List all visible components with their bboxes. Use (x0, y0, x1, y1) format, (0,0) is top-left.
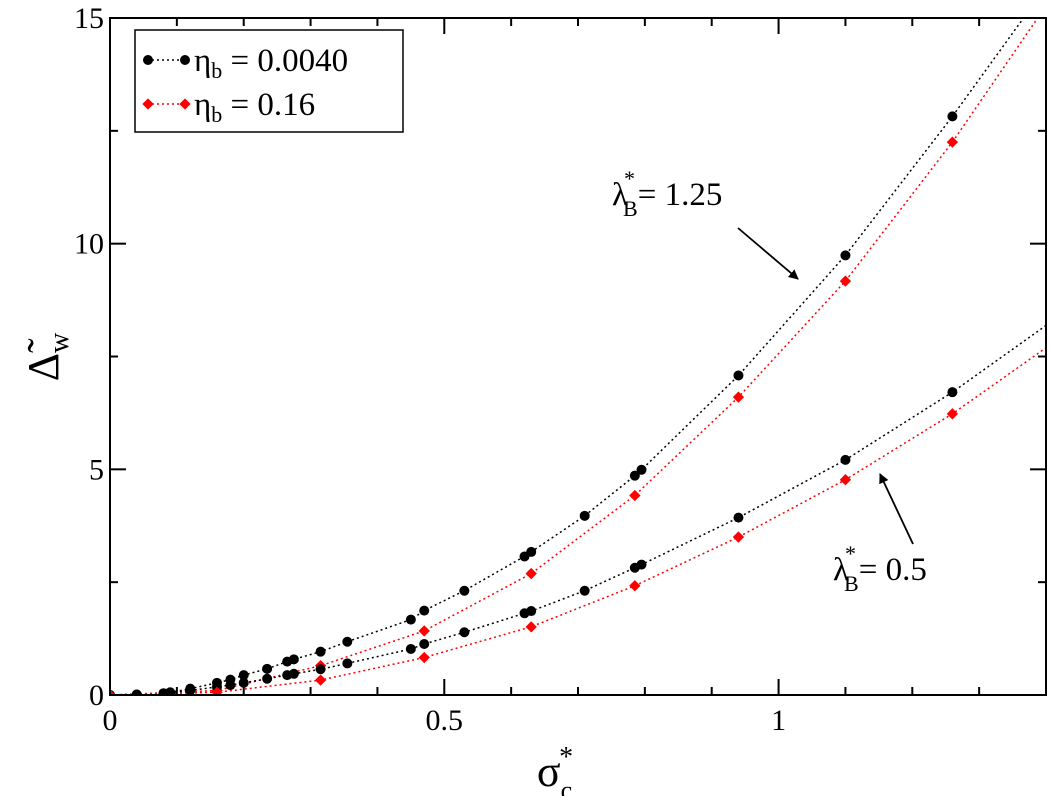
data-point (288, 654, 299, 665)
data-point (526, 606, 537, 617)
legend-marker-circle (143, 55, 153, 65)
data-point (839, 474, 852, 486)
data-point (238, 677, 249, 688)
y-axis-title: Δ̃w (19, 332, 75, 381)
data-point (525, 621, 537, 633)
data-point (110, 689, 116, 695)
y-tick-label: 5 (89, 453, 104, 486)
data-point (419, 638, 430, 649)
data-point (342, 658, 353, 669)
data-point (315, 646, 326, 657)
data-point (732, 531, 745, 543)
legend-entry-0: ηb = 0.0040 (143, 43, 348, 83)
data-point (185, 685, 196, 695)
data-point (579, 585, 590, 596)
x-tick-label: 0.5 (426, 704, 464, 737)
annotation-arrow-0-5 (879, 473, 914, 545)
x-tick-label: 0 (103, 704, 118, 737)
data-point (526, 546, 537, 557)
data-point (288, 668, 299, 679)
data-point (131, 689, 142, 695)
data-point (238, 670, 249, 681)
data-point (947, 387, 958, 398)
data-point (629, 470, 640, 481)
legend-box (134, 29, 404, 133)
legend-label-0: ηb = 0.0040 (194, 43, 348, 83)
data-point (629, 580, 641, 592)
data-point (840, 454, 851, 465)
data-point (636, 559, 647, 570)
legend-label-1: ηb = 0.16 (194, 87, 315, 127)
data-point (629, 489, 641, 502)
series-points (110, 111, 959, 695)
axis-ticks (109, 17, 1046, 696)
data-point (732, 391, 745, 403)
data-point (525, 567, 537, 580)
data-point (733, 370, 744, 381)
legend: ηb = 0.0040 ηb = 0.16 (134, 29, 404, 133)
x-tick-label: 1 (771, 704, 786, 737)
annotation-label-1-25: λ* B= 1.25 (612, 166, 722, 221)
y-tick-label: 15 (74, 2, 104, 35)
data-point (419, 605, 430, 616)
annotation-lambda-1-25: λ* B= 1.25 (612, 166, 799, 280)
y-tick-label: 10 (74, 228, 104, 261)
data-point (579, 510, 590, 521)
data-point (342, 636, 353, 647)
data-point (405, 614, 416, 625)
data-point (947, 111, 958, 122)
data-point (636, 464, 647, 475)
data-point (839, 275, 852, 287)
series-line-2 (110, 324, 1046, 695)
data-point (314, 674, 327, 686)
y-tick-label: 0 (89, 679, 104, 712)
data-point (840, 250, 851, 261)
data-point (459, 627, 470, 638)
data-point (459, 585, 470, 596)
data-point (418, 651, 430, 664)
annotation-label-0-5: λ* B= 0.5 (833, 541, 927, 596)
annotation-arrow-1-25 (737, 227, 799, 280)
data-point (262, 673, 273, 684)
legend-marker-circle (180, 55, 190, 65)
data-point (211, 686, 223, 695)
x-axis-title: σc* (537, 742, 573, 796)
data-point (946, 408, 959, 420)
data-point (733, 512, 744, 523)
data-point (315, 664, 326, 675)
data-point (418, 625, 430, 637)
data-point (225, 680, 236, 691)
data-point (262, 663, 273, 674)
data-point (946, 136, 959, 148)
annotation-lambda-0-5: λ* B= 0.5 (833, 473, 927, 596)
data-point (165, 687, 176, 695)
data-point (405, 643, 416, 654)
